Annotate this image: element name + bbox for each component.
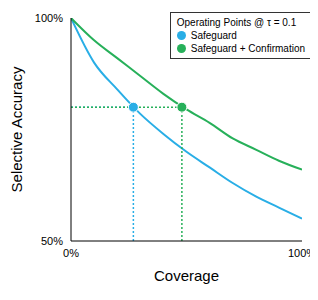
html-text:Safeguard + Confirmation: Safeguard + Confirmation: [190, 43, 305, 54]
svg-text:100%: 100%: [35, 12, 63, 24]
html-text:Operating Points @ τ = 0.1: Operating Points @ τ = 0.1: [176, 17, 297, 28]
html-text:Safeguard: Safeguard: [190, 30, 237, 41]
svg-text:Coverage: Coverage: [154, 267, 219, 284]
svg-text:Selective Accuracy: Selective Accuracy: [8, 66, 25, 192]
svg-text:100%: 100%: [288, 247, 310, 259]
svg-text:0%: 0%: [63, 247, 79, 259]
svg-text:50%: 50%: [41, 235, 63, 247]
